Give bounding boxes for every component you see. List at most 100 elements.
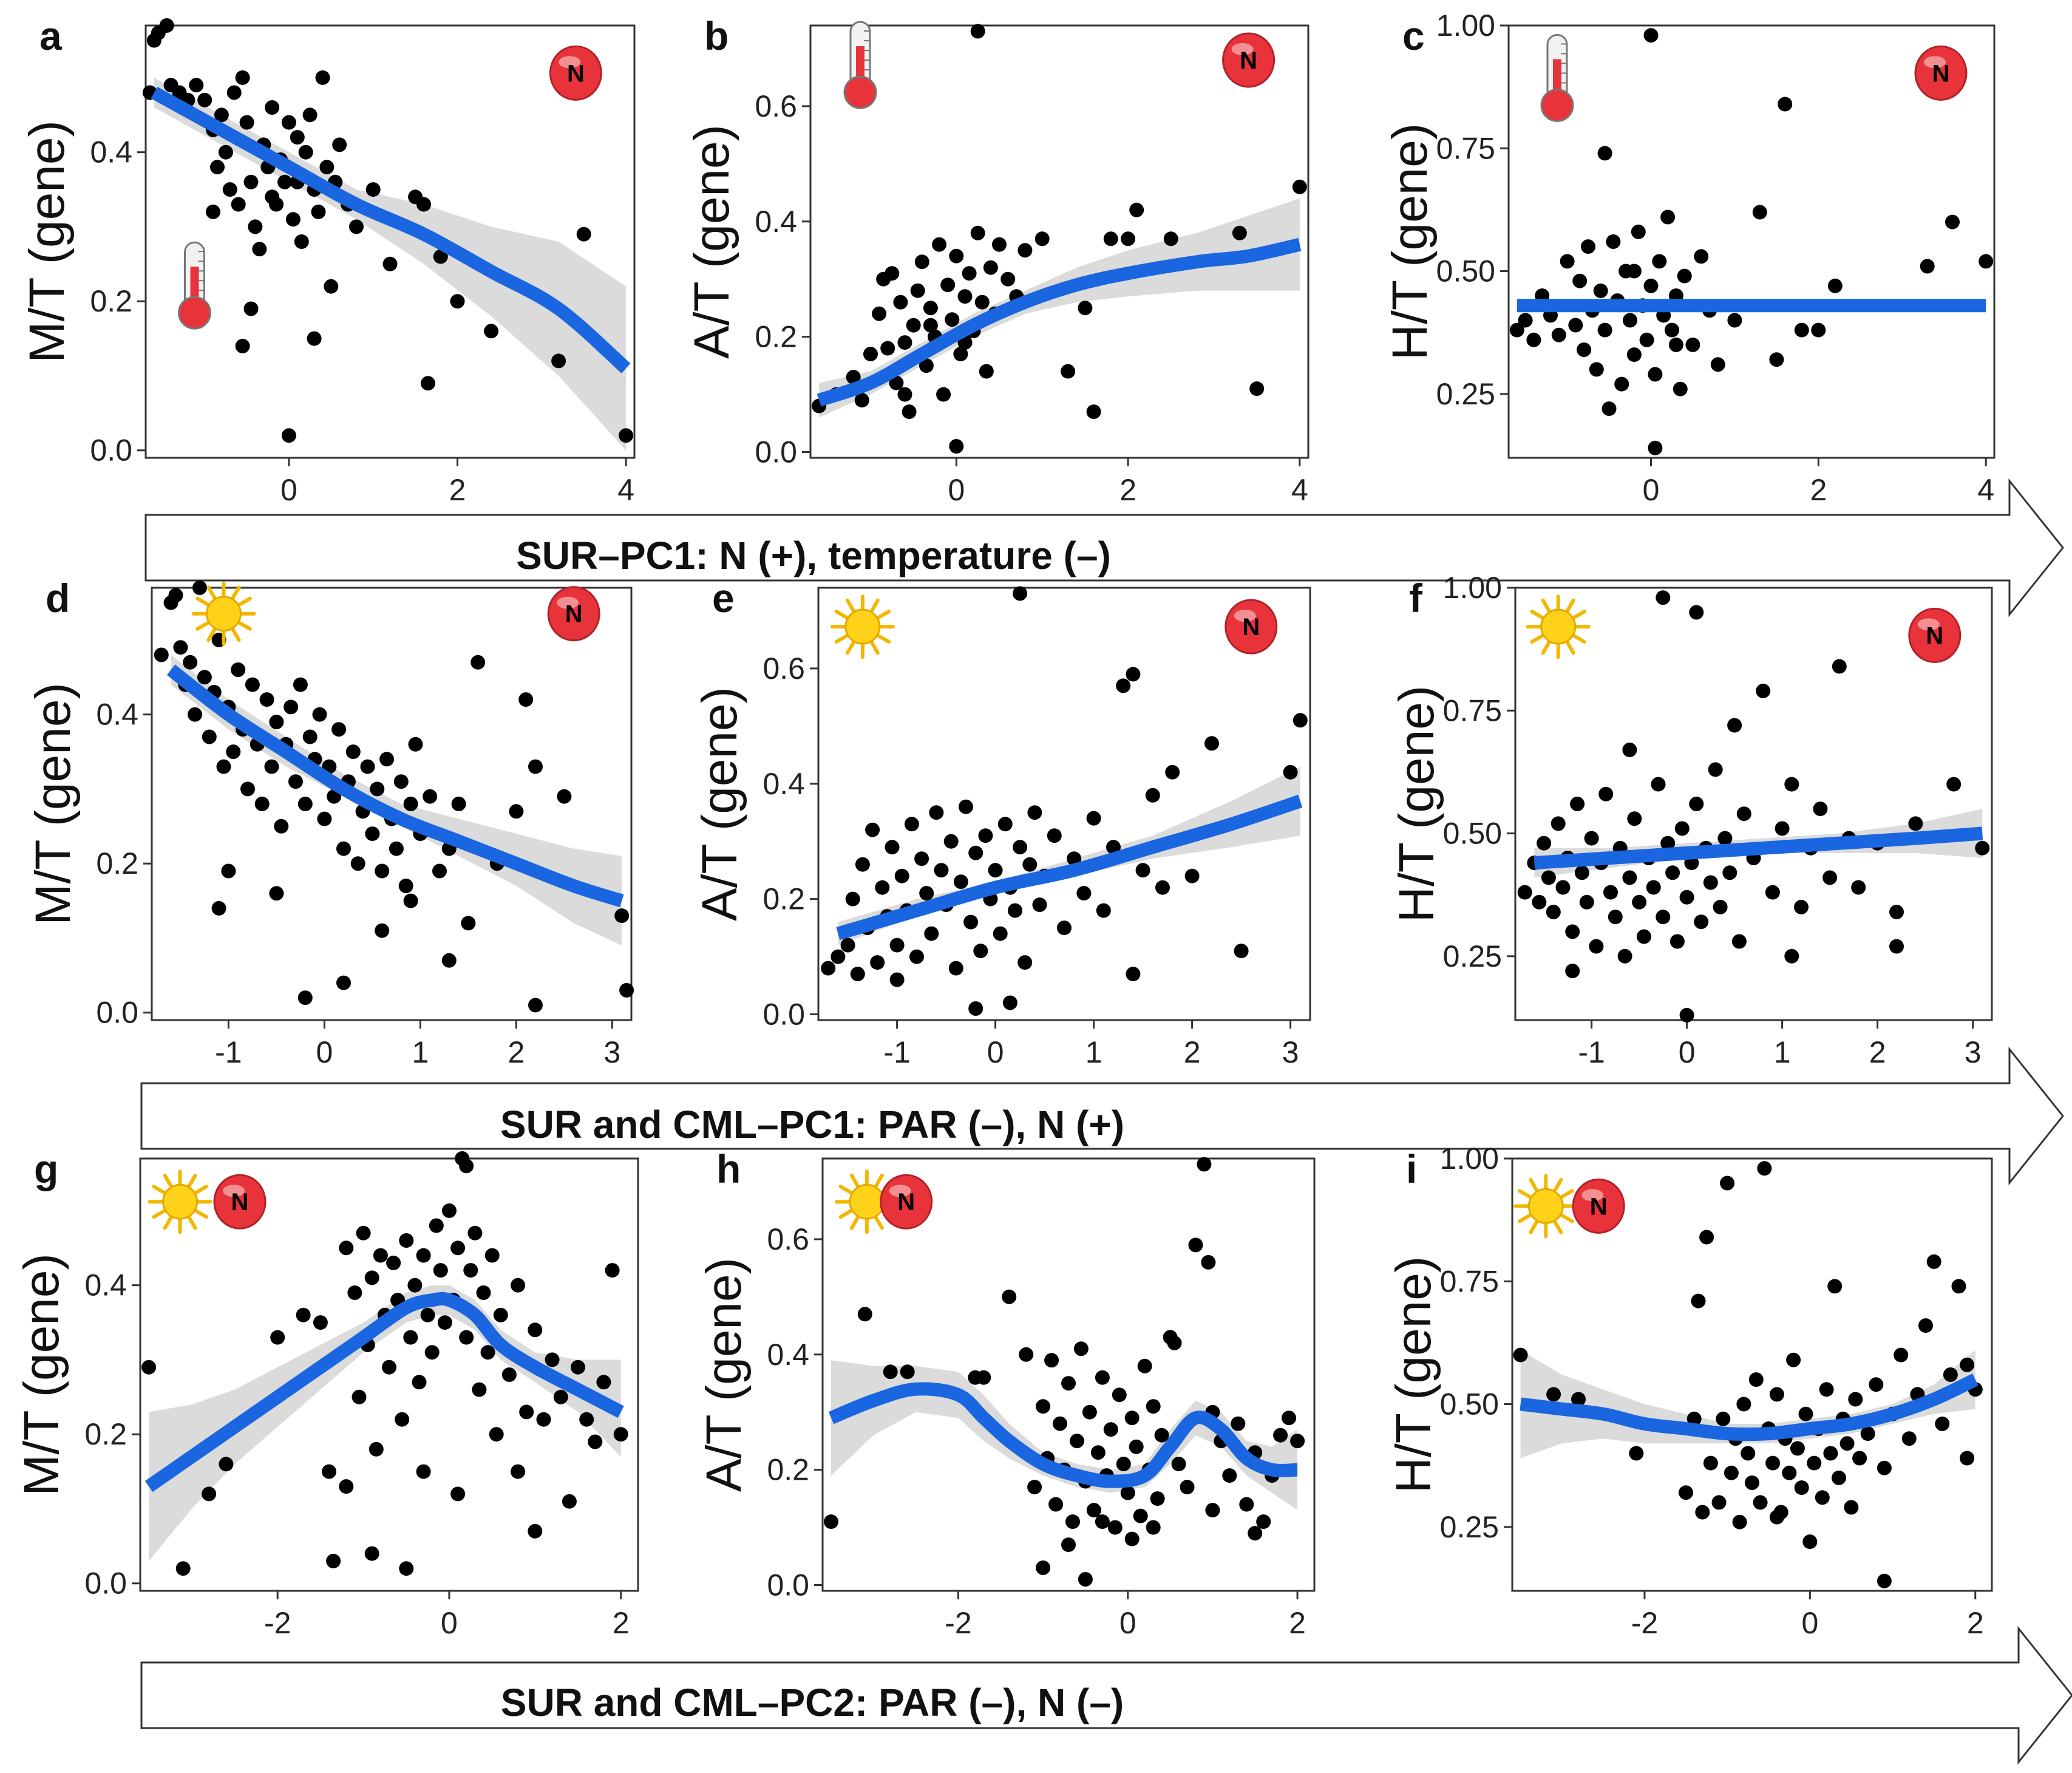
x-tick-label: -2	[945, 1606, 971, 1640]
data-point	[484, 1248, 500, 1263]
panel-d: d -1 0 1 2 3 0.0 0.2 0.4 M/T (gene) N	[25, 576, 634, 1069]
data-point	[1935, 1416, 1950, 1431]
data-point	[1894, 1347, 1909, 1363]
data-point	[885, 840, 900, 855]
x-tick-label: 0	[948, 473, 965, 507]
data-point	[277, 174, 292, 189]
data-point	[1975, 840, 1990, 856]
data-point	[1643, 28, 1659, 43]
data-point	[1017, 955, 1033, 970]
sun-ray	[194, 1185, 208, 1195]
data-point	[904, 817, 919, 832]
data-point	[1852, 1451, 1867, 1466]
data-point	[245, 677, 260, 692]
data-point	[821, 961, 836, 976]
data-point	[1518, 313, 1533, 328]
data-point	[551, 353, 566, 369]
data-point	[407, 1278, 423, 1293]
data-point	[957, 289, 973, 304]
data-point	[997, 817, 1013, 832]
data-point	[331, 722, 347, 737]
data-point	[1727, 313, 1742, 328]
data-point	[511, 1464, 526, 1479]
x-tick-label: 2	[613, 1606, 630, 1640]
data-point	[1920, 259, 1935, 274]
y-tick-label: 0.4	[755, 205, 797, 239]
data-point	[459, 1159, 474, 1174]
data-point	[614, 908, 630, 924]
data-point	[1248, 1526, 1263, 1541]
data-point	[356, 1225, 371, 1240]
data-point	[375, 923, 390, 938]
data-point	[1732, 1514, 1747, 1530]
sun-ray	[849, 1216, 860, 1230]
panel-a: a 0 2 4 0.0 0.2 0.4 M/T (gene) N	[19, 13, 636, 507]
data-point	[231, 662, 246, 677]
n-badge-circle	[213, 1174, 267, 1230]
data-point	[1124, 1531, 1140, 1547]
data-point	[1568, 318, 1583, 333]
data-point	[168, 588, 183, 603]
data-point	[183, 655, 198, 670]
panel-e: e -1 0 1 2 3 0.0 0.2 0.4 0.6 A/T (gene) N	[692, 576, 1311, 1069]
data-point	[979, 364, 994, 379]
y-axis-label: A/T (gene)	[696, 1257, 752, 1492]
band-row-2: SUR and CML–PC1: PAR (–), N (+)	[140, 1046, 2064, 1186]
data-point	[914, 254, 929, 270]
data-point	[416, 1248, 431, 1263]
data-points	[1509, 28, 1994, 455]
data-point	[924, 926, 939, 941]
sun-ray	[163, 1216, 173, 1230]
data-point	[1614, 376, 1629, 392]
data-point	[221, 863, 236, 879]
data-point	[1741, 1446, 1756, 1461]
trend-line	[1534, 826, 1983, 870]
y-axis-label: H/T (gene)	[1382, 123, 1438, 360]
data-point	[197, 670, 212, 685]
data-point	[259, 692, 274, 707]
y-tick-label: 0.0	[84, 1567, 127, 1601]
y-tick-label: 1.00	[1436, 9, 1495, 43]
data-point	[1782, 1465, 1797, 1480]
data-point	[1798, 1406, 1813, 1421]
band-arrow-2	[140, 1046, 2064, 1186]
data-point	[216, 759, 231, 774]
sun-ray	[1572, 610, 1586, 620]
n-badge-label: N	[1242, 614, 1260, 641]
data-point	[562, 1494, 577, 1509]
data-point	[270, 1330, 285, 1345]
data-point	[1589, 939, 1604, 954]
x-tick-label: 4	[617, 473, 634, 507]
data-point	[1869, 1377, 1884, 1392]
data-point	[1112, 1387, 1127, 1403]
data-point	[264, 759, 279, 774]
data-point	[1703, 1455, 1718, 1471]
data-point	[365, 826, 380, 842]
data-point	[1946, 777, 1962, 792]
x-tick-label: 0	[1119, 1606, 1136, 1640]
data-point	[1133, 1508, 1148, 1523]
data-point	[1786, 1352, 1801, 1367]
data-point	[1689, 797, 1704, 811]
data-point	[281, 428, 296, 443]
data-point	[1103, 1422, 1118, 1437]
data-point	[1129, 202, 1144, 217]
data-point	[1290, 1434, 1305, 1449]
data-point	[1960, 1451, 1975, 1466]
data-point	[319, 160, 335, 175]
data-point	[897, 387, 912, 402]
data-point	[855, 857, 870, 872]
n-badge-label: N	[1240, 47, 1257, 74]
sun-ray	[1565, 598, 1575, 613]
sun-ray	[194, 1209, 208, 1219]
trend-line	[817, 237, 1302, 407]
data-point	[1769, 1387, 1784, 1402]
data-point	[974, 294, 990, 310]
data-point	[1541, 870, 1556, 885]
sun-ray	[1517, 1213, 1532, 1223]
data-point	[459, 1330, 474, 1345]
n-badge-icon: N	[547, 586, 600, 642]
data-point	[1065, 1514, 1080, 1530]
data-point	[959, 799, 973, 814]
